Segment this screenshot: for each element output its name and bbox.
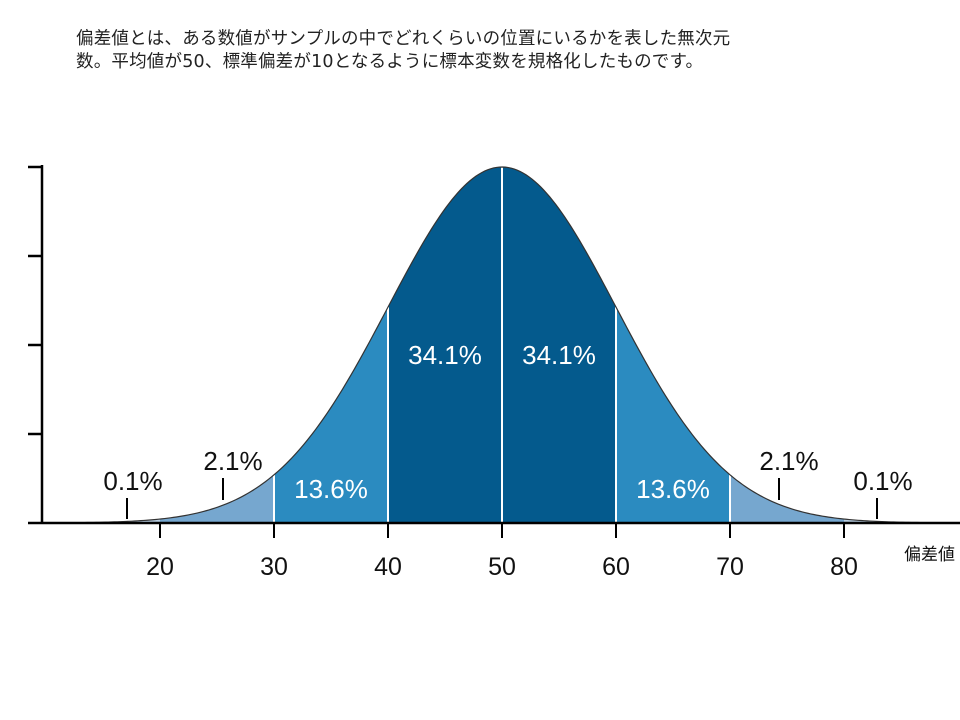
tail-label-0: 0.1% — [103, 466, 162, 496]
x-axis-title: 偏差値 — [904, 545, 955, 565]
x-tick-label-20: 20 — [146, 553, 174, 581]
x-tick-label-60: 60 — [602, 553, 630, 581]
band-label-40-50: 34.1% — [408, 340, 482, 370]
x-tick-label-70: 70 — [716, 553, 744, 581]
band-label-70-80: 2.1% — [759, 446, 818, 476]
intro-text: 偏差値とは、ある数値がサンプルの中でどれくらいの位置にいるかを表した無次元 数。… — [76, 28, 916, 74]
band-label-20-30: 2.1% — [203, 446, 262, 476]
chart-dividers — [273, 167, 731, 523]
x-tick-label-30: 30 — [260, 553, 288, 581]
tail-label-1: 0.1% — [853, 466, 912, 496]
chart-labels: 20 30 40 50 60 70 80 偏差値 2.1% 13.6% 34.1% 34.1% 13.6… — [103, 340, 955, 581]
intro-line-2: 数。平均値が50、標準偏差が10となるように標本変数を規格化したものです。 — [76, 52, 704, 72]
band-40-50 — [388, 167, 502, 523]
intro-line-1: 偏差値とは、ある数値がサンプルの中でどれくらいの位置にいるかを表した無次元 — [76, 29, 731, 49]
band-label-50-60: 34.1% — [522, 340, 596, 370]
band-label-30-40: 13.6% — [294, 474, 368, 504]
band-50-60 — [502, 167, 616, 523]
band-label-60-70: 13.6% — [636, 474, 710, 504]
chart-axes — [28, 165, 960, 538]
x-tick-label-50: 50 — [488, 553, 516, 581]
bell-curve-outline — [45, 166, 936, 524]
x-tick-label-80: 80 — [830, 553, 858, 581]
x-tick-label-40: 40 — [374, 553, 402, 581]
band-20-30 — [160, 474, 274, 523]
chart-bands — [46, 167, 936, 523]
band-70-80 — [730, 474, 844, 523]
